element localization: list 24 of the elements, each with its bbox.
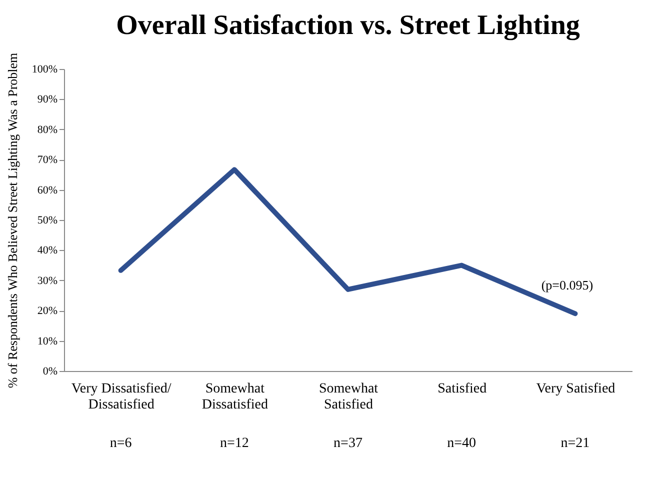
x-tick-label: Very Satisfied [536, 382, 616, 396]
text: n=12 [220, 436, 249, 451]
y-tick-label: 100% [32, 64, 58, 76]
y-tick-label: 20% [37, 305, 58, 318]
y-tick-label: 40% [37, 244, 58, 257]
y-tick-label: 80% [37, 124, 58, 136]
x-tick-label: Satisfied [438, 382, 487, 396]
x-tick-label: Somewhat Dissatisfied [202, 382, 268, 412]
text: n=37 [334, 436, 362, 451]
chart-title: Overall Satisfaction vs. Street Lighting [116, 10, 580, 42]
y-tick-label: 60% [37, 184, 58, 196]
x-tick-label: Somewhat Satisfied [318, 382, 378, 412]
text: n=6 [110, 436, 132, 451]
y-tick-label: 50% [37, 214, 58, 226]
y-axis-title: % of Respondents Who Believed Street Lighting Was a Problem [4, 52, 20, 388]
annotation: (p=0.095) [541, 278, 594, 293]
y-tick-label: 70% [37, 154, 58, 166]
x-tick-label: Very Dissatisfied/Dissatisfied [71, 382, 172, 412]
y-tick-label: 90% [37, 94, 58, 106]
text: n=21 [560, 436, 590, 451]
text: n=40 [447, 436, 476, 451]
y-tick-label: 0% [42, 366, 58, 378]
y-tick-label: 10% [37, 335, 58, 348]
y-tick-label: 30% [37, 274, 58, 287]
